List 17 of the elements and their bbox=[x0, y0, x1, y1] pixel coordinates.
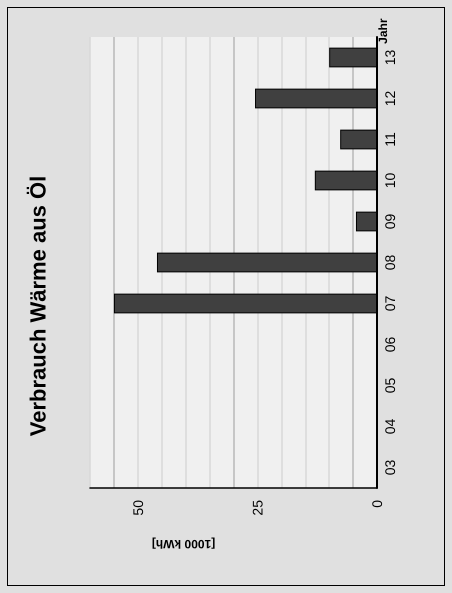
y-tick-label: 04 bbox=[382, 418, 398, 434]
y-tick-label: 10 bbox=[382, 172, 398, 188]
x-tick-label: 50 bbox=[130, 500, 146, 516]
text: Verbrauch Wärme aus Öl bbox=[26, 176, 50, 436]
y-tick-label: 05 bbox=[382, 378, 398, 394]
y-tick-label: 13 bbox=[382, 50, 398, 66]
x-tick-label: 25 bbox=[249, 500, 266, 516]
y-axis-title: Jahr bbox=[376, 18, 390, 44]
y-tick-label: 03 bbox=[382, 460, 398, 476]
y-tick-label: 12 bbox=[382, 90, 398, 106]
x-tick-label: 0 bbox=[369, 500, 385, 508]
y-tick-label: 09 bbox=[382, 214, 398, 230]
y-tick-label: 07 bbox=[382, 296, 398, 312]
y-tick-label: 06 bbox=[382, 336, 398, 352]
x-axis-title: [1000 kWh] bbox=[152, 537, 216, 551]
y-tick-label: 08 bbox=[382, 254, 398, 270]
y-tick-label: 11 bbox=[382, 132, 398, 147]
